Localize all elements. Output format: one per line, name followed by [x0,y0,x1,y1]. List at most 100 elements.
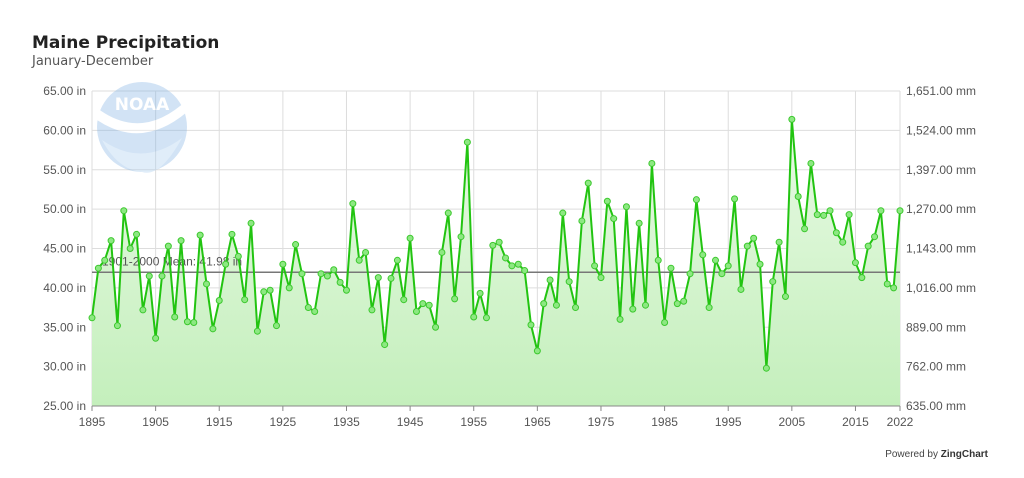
data-point [330,266,338,274]
data-point [171,313,179,321]
data-point [603,197,611,205]
data-point [374,274,382,282]
data-point [387,274,395,282]
data-point [832,229,840,237]
data-point [654,256,662,264]
data-point [381,341,389,349]
y-tick-label: 40.00 in [43,281,86,295]
data-point [781,293,789,301]
data-point [183,318,191,326]
data-point [540,300,548,308]
data-point [813,211,821,219]
precipitation-area [92,119,900,406]
data-point [279,260,287,268]
data-point [113,322,121,330]
data-point [234,252,242,260]
x-tick-label: 2005 [778,415,805,429]
y2-tick-label: 1,524.00 mm [906,123,976,137]
credit-prefix: Powered by [885,449,941,460]
data-point [247,219,255,227]
data-point [877,207,885,215]
data-point [896,207,904,215]
data-point [482,314,490,322]
data-point [438,248,446,256]
data-point [794,193,802,201]
data-point [642,301,650,309]
y2-tick-label: 1,270.00 mm [906,202,976,216]
x-tick-label: 1895 [79,415,106,429]
x-tick-label: 1965 [524,415,551,429]
data-point [203,280,211,288]
x-tick-label: 2015 [842,415,869,429]
data-point [463,138,471,146]
data-point [546,276,554,284]
data-point [820,211,828,219]
data-point [196,231,204,239]
x-tick-label: 1955 [460,415,487,429]
data-point [164,242,172,250]
data-point [890,284,898,292]
data-point [412,308,420,315]
data-point [527,321,535,329]
data-point [565,278,573,286]
data-point [215,296,223,304]
precipitation-line [91,119,901,369]
data-point [521,267,529,275]
data-point [323,272,331,280]
data-point [756,260,764,268]
data-point [699,251,707,259]
data-point [750,234,758,242]
x-tick-label: 1925 [270,415,297,429]
data-point [317,270,325,278]
data-point [667,264,675,272]
data-point [673,300,681,308]
y-tick-label: 60.00 in [43,123,86,137]
data-point [158,272,166,280]
data-point [762,364,770,372]
data-point [222,260,230,268]
data-point [177,237,185,245]
data-point [705,304,713,312]
data-point [304,304,312,312]
data-point [801,225,809,233]
y-tick-label: 50.00 in [43,202,86,216]
data-point [273,322,280,330]
data-point [718,270,726,278]
powered-by-credit[interactable]: Powered by ZingChart [885,449,988,460]
data-point [584,179,592,187]
x-tick-label: 1915 [206,415,233,429]
x-tick-label: 1975 [588,415,615,429]
data-point [788,115,796,123]
data-point [724,262,732,270]
data-point [661,319,669,327]
data-point [635,219,643,227]
data-point [495,238,503,246]
data-point [508,262,516,270]
x-tick-label: 2022 [887,415,914,429]
noaa-logo: NOAA [97,82,187,173]
data-point [311,308,319,315]
data-point [368,306,376,314]
data-point [228,230,236,238]
data-point [133,230,141,238]
data-point [101,256,109,264]
data-point [769,278,777,286]
data-point [476,289,484,297]
data-point [260,288,268,296]
data-point [342,286,350,294]
y2-tick-label: 635.00 mm [906,399,966,413]
data-point [559,209,567,217]
data-point [883,280,891,288]
data-point [406,234,414,242]
data-point [432,323,440,331]
y-tick-label: 25.00 in [43,399,86,413]
data-point [845,211,853,219]
data-point [616,315,624,323]
y-tick-label: 55.00 in [43,163,86,177]
data-point [807,159,815,167]
x-tick-label: 1995 [715,415,742,429]
data-point [425,301,433,309]
data-point [400,296,408,304]
mean-label: 1901-2000 Mean: 41.98 in [102,254,242,268]
data-points [88,115,904,372]
